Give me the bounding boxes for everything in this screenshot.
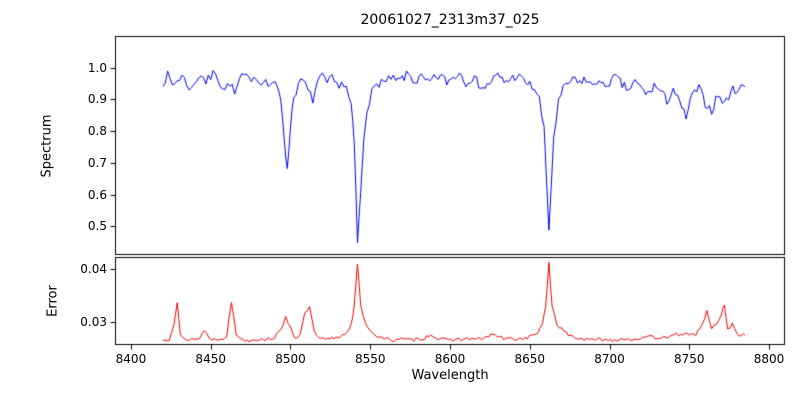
x-tick-label: 8650 (514, 352, 546, 366)
error-y-tick-label: 0.04 (80, 261, 107, 276)
error-y-axis-label: Error (45, 285, 61, 317)
x-tick-label: 8500 (275, 352, 306, 366)
spectrum-y-tick-label: 0.5 (87, 219, 107, 234)
spectrum-y-tick-label: 0.9 (87, 92, 107, 107)
x-tick-label: 8450 (195, 352, 226, 366)
x-axis-label: Wavelength (411, 368, 489, 383)
error-y-tick-label: 0.03 (80, 315, 107, 330)
x-tick-label: 8750 (674, 352, 705, 366)
spectrum-y-tick-label: 1.0 (87, 60, 107, 75)
x-tick-label: 8600 (434, 352, 466, 366)
x-tick-label: 8700 (594, 352, 625, 366)
spectrum-y-tick-label: 0.6 (87, 187, 107, 202)
x-tick-label: 8550 (354, 352, 386, 366)
spectrum-y-tick-label: 0.7 (87, 155, 107, 170)
x-tick-label: 8400 (115, 352, 147, 366)
x-tick-label: 8800 (753, 352, 785, 366)
spectrum-y-tick-label: 0.8 (87, 124, 107, 139)
spectrum-y-axis-label: Spectrum (39, 114, 55, 178)
chart-title: 20061027_2313m37_025 (360, 12, 540, 28)
